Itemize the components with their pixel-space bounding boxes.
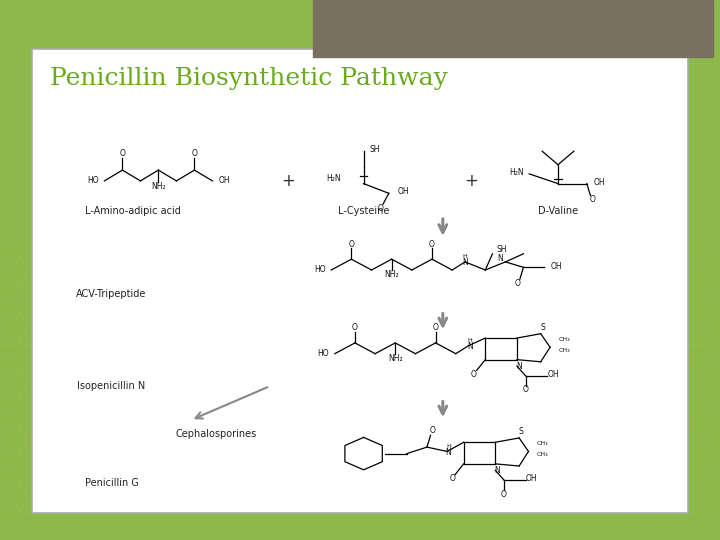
Text: D-Valine: D-Valine [538, 206, 578, 217]
Text: CH₃: CH₃ [537, 441, 549, 447]
Text: O: O [352, 323, 358, 332]
Text: NH₂: NH₂ [151, 182, 166, 191]
Text: HO: HO [314, 266, 325, 274]
Text: H₂N: H₂N [509, 168, 523, 177]
Bar [32, 49, 688, 513]
Text: ACV-Tripeptide: ACV-Tripeptide [76, 289, 147, 299]
Text: O: O [120, 150, 125, 158]
Text: SH: SH [369, 145, 380, 153]
Text: NH₂: NH₂ [388, 354, 402, 362]
Text: O: O [449, 475, 455, 483]
Text: S: S [519, 427, 523, 436]
Text: O: O [471, 370, 477, 379]
Text: N: N [446, 448, 451, 457]
Text: H: H [468, 338, 472, 343]
Text: CH₃: CH₃ [537, 452, 549, 457]
Text: O: O [515, 279, 521, 288]
Text: N: N [495, 466, 500, 475]
Text: OH: OH [526, 475, 537, 483]
Text: CH₃: CH₃ [559, 337, 570, 342]
Text: O: O [348, 240, 354, 248]
Text: CH₃: CH₃ [559, 348, 570, 353]
Text: OH: OH [218, 177, 230, 185]
Text: O: O [433, 323, 438, 332]
Text: Cephalosporines: Cephalosporines [176, 429, 256, 440]
Text: OH: OH [551, 262, 562, 271]
Text: N: N [462, 258, 468, 267]
Text: H₂N: H₂N [326, 174, 341, 183]
Text: N: N [516, 362, 522, 370]
Bar [313, 0, 713, 57]
Text: O: O [429, 240, 435, 248]
Text: L-Amino-adipic acid: L-Amino-adipic acid [85, 206, 181, 217]
Text: Penicillin Biosynthetic Pathway: Penicillin Biosynthetic Pathway [50, 67, 449, 90]
Text: O: O [192, 150, 197, 158]
Text: HO: HO [87, 177, 99, 185]
Text: S: S [541, 323, 545, 332]
Text: Isopenicillin N: Isopenicillin N [78, 381, 145, 391]
Text: O: O [590, 195, 595, 204]
Text: N: N [467, 342, 473, 351]
Text: OH: OH [547, 370, 559, 379]
Text: SH: SH [496, 245, 507, 254]
Text: +: + [281, 172, 295, 190]
Text: O: O [430, 427, 436, 435]
Text: HO: HO [318, 349, 329, 358]
Text: O: O [523, 386, 528, 394]
Text: O: O [377, 204, 383, 213]
Text: Penicillin G: Penicillin G [85, 478, 138, 488]
Text: H: H [463, 254, 467, 259]
Text: N: N [497, 254, 503, 263]
Text: +: + [464, 172, 479, 190]
Text: O: O [501, 490, 507, 498]
Text: OH: OH [397, 187, 409, 196]
Text: H: H [446, 443, 451, 449]
Text: L-Cysteine: L-Cysteine [338, 206, 390, 217]
Text: NH₂: NH₂ [384, 270, 399, 279]
Text: OH: OH [594, 178, 606, 187]
